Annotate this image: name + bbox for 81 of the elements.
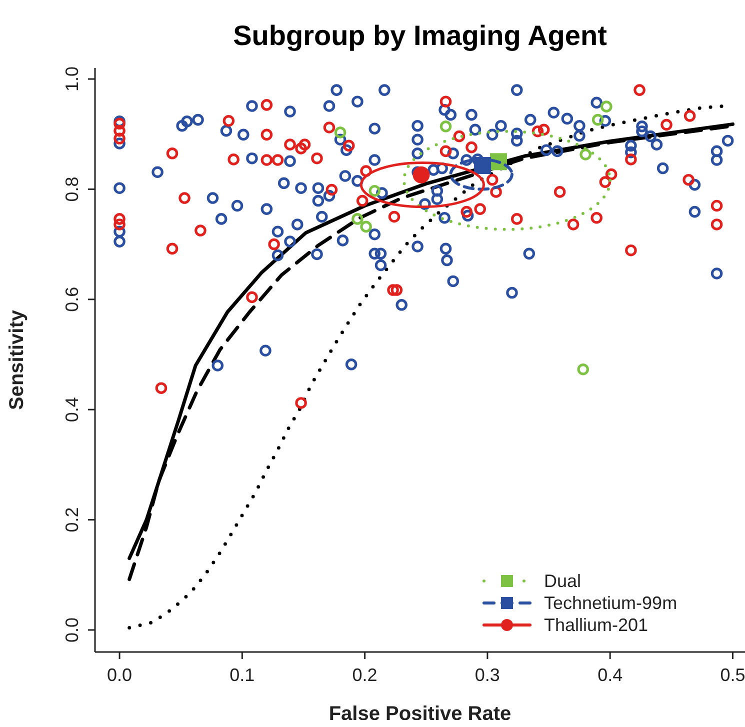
point [260, 99, 273, 111]
y-tick-label: 0.4 [62, 397, 82, 422]
point [684, 110, 696, 122]
point [440, 96, 452, 108]
point [710, 218, 723, 230]
point [387, 284, 399, 296]
point [178, 192, 190, 204]
point [390, 284, 403, 296]
point [352, 213, 364, 225]
point [114, 213, 126, 225]
point [114, 118, 126, 130]
x-tick-label: 0.4 [598, 665, 623, 685]
point [295, 142, 307, 154]
point [155, 382, 168, 394]
point [268, 238, 280, 250]
point [114, 124, 126, 137]
point [625, 154, 637, 166]
point [625, 244, 637, 256]
x-tick-label: 0.5 [720, 665, 745, 685]
point [272, 154, 284, 166]
point [580, 148, 592, 160]
point [360, 220, 372, 233]
point [114, 132, 126, 144]
point [356, 194, 368, 207]
point [284, 138, 296, 150]
point [466, 141, 478, 154]
point [323, 122, 336, 134]
x-tick-label: 0.0 [107, 665, 132, 685]
point [334, 126, 346, 138]
point [368, 184, 381, 197]
point [222, 114, 235, 127]
point [634, 84, 646, 96]
y-tick-label: 0.0 [62, 617, 82, 642]
point [600, 100, 612, 112]
point [342, 140, 355, 152]
point [166, 147, 178, 160]
y-tick-label: 0.8 [62, 176, 82, 202]
point [298, 138, 311, 150]
point [326, 184, 338, 196]
point [194, 224, 206, 236]
point [474, 203, 486, 215]
point [453, 130, 466, 142]
y-axis-title: Sensitivity [6, 309, 28, 410]
point [538, 124, 550, 136]
point [682, 174, 694, 186]
y-tick-label: 1.0 [62, 66, 82, 92]
point [166, 242, 178, 255]
point [295, 397, 307, 409]
point [114, 218, 126, 230]
point [360, 165, 372, 177]
legend-label: Dual [544, 570, 582, 592]
x-tick-label: 0.1 [230, 665, 255, 685]
point [486, 174, 498, 186]
point [567, 218, 580, 230]
point [660, 118, 672, 131]
point [260, 154, 273, 166]
point [440, 145, 452, 158]
x-tick-label: 0.3 [474, 665, 500, 685]
point [510, 213, 523, 225]
legend-label: Technetium-99m [544, 592, 678, 614]
point [388, 210, 400, 223]
x-tick-label: 0.2 [352, 665, 378, 685]
point [311, 152, 323, 164]
point [554, 186, 566, 198]
point [577, 363, 590, 376]
point [228, 154, 240, 166]
point [412, 166, 430, 184]
point [460, 206, 473, 218]
point [590, 212, 603, 224]
x-axis-title: False Positive Rate [328, 703, 512, 725]
point [599, 176, 612, 188]
point [246, 291, 258, 304]
y-tick-label: 0.2 [62, 507, 82, 532]
chart-title: Subgroup by Imaging Agent [232, 20, 608, 52]
point [260, 128, 273, 141]
point [592, 114, 604, 126]
legend-label: Thallium-201 [544, 614, 648, 636]
point [710, 200, 723, 212]
point [440, 120, 452, 132]
point [605, 168, 618, 180]
y-tick-label: 0.6 [62, 286, 82, 312]
